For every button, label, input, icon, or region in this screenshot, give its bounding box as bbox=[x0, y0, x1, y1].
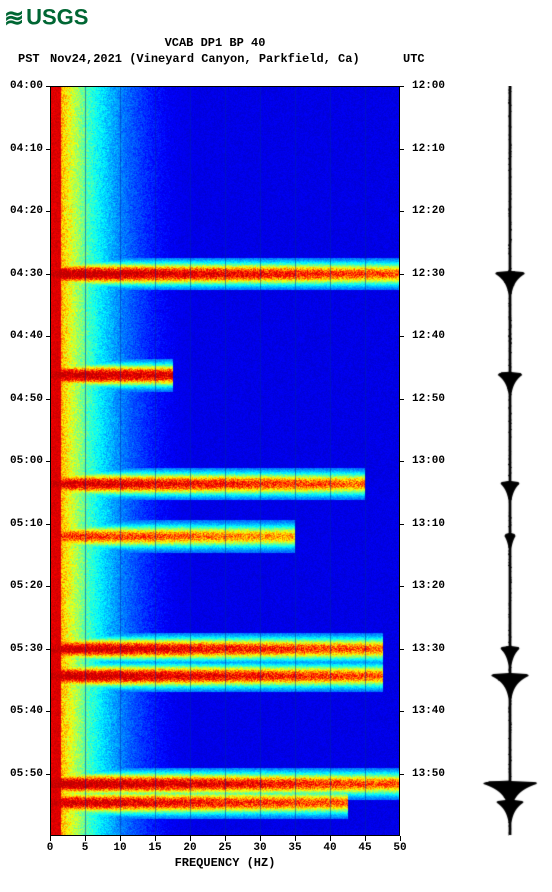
tick-mark bbox=[46, 86, 50, 87]
tick-mark bbox=[46, 711, 50, 712]
tick-mark bbox=[400, 149, 404, 150]
pst-tick-label: 05:00 bbox=[10, 455, 43, 467]
pst-tick-label: 05:10 bbox=[10, 518, 43, 530]
usgs-logo: ≋USGS bbox=[4, 4, 88, 33]
utc-tick-label: 12:50 bbox=[412, 393, 445, 405]
tick-mark bbox=[46, 149, 50, 150]
freq-tick-label: 50 bbox=[393, 842, 406, 854]
tick-mark bbox=[365, 836, 366, 841]
freq-tick-label: 0 bbox=[47, 842, 54, 854]
tick-mark bbox=[400, 461, 404, 462]
pst-tick-label: 04:50 bbox=[10, 393, 43, 405]
freq-tick-label: 20 bbox=[183, 842, 196, 854]
tick-mark bbox=[295, 836, 296, 841]
tick-mark bbox=[120, 836, 121, 841]
pst-tick-label: 04:40 bbox=[10, 330, 43, 342]
pst-tick-label: 04:00 bbox=[10, 80, 43, 92]
chart-title: VCAB DP1 BP 40 bbox=[0, 36, 430, 50]
utc-tick-label: 12:10 bbox=[412, 143, 445, 155]
utc-tick-label: 13:30 bbox=[412, 643, 445, 655]
tick-mark bbox=[190, 836, 191, 841]
seismogram-canvas bbox=[480, 86, 540, 836]
freq-tick-label: 45 bbox=[358, 842, 371, 854]
tick-mark bbox=[155, 836, 156, 841]
utc-tick-label: 13:20 bbox=[412, 580, 445, 592]
freq-tick-label: 25 bbox=[218, 842, 231, 854]
pst-tick-label: 04:30 bbox=[10, 268, 43, 280]
utc-tick-label: 12:00 bbox=[412, 80, 445, 92]
utc-tick-label: 12:20 bbox=[412, 205, 445, 217]
utc-tick-label: 12:40 bbox=[412, 330, 445, 342]
pst-tick-label: 05:40 bbox=[10, 705, 43, 717]
tick-mark bbox=[50, 836, 51, 841]
x-axis-label: FREQUENCY (HZ) bbox=[50, 856, 400, 870]
tick-mark bbox=[46, 586, 50, 587]
tick-mark bbox=[400, 836, 401, 841]
tick-mark bbox=[85, 836, 86, 841]
utc-tick-label: 13:40 bbox=[412, 705, 445, 717]
pst-label: PST bbox=[18, 52, 40, 66]
tick-mark bbox=[46, 399, 50, 400]
spectrogram-area bbox=[50, 86, 400, 836]
utc-label: UTC bbox=[403, 52, 425, 66]
utc-tick-label: 13:00 bbox=[412, 455, 445, 467]
tick-mark bbox=[46, 524, 50, 525]
freq-tick-label: 30 bbox=[253, 842, 266, 854]
tick-mark bbox=[330, 836, 331, 841]
tick-mark bbox=[46, 211, 50, 212]
tick-mark bbox=[225, 836, 226, 841]
tick-mark bbox=[46, 336, 50, 337]
tick-mark bbox=[400, 336, 404, 337]
tick-mark bbox=[400, 711, 404, 712]
tick-mark bbox=[260, 836, 261, 841]
tick-mark bbox=[400, 774, 404, 775]
utc-tick-label: 13:50 bbox=[412, 768, 445, 780]
pst-tick-label: 04:10 bbox=[10, 143, 43, 155]
freq-tick-label: 40 bbox=[323, 842, 336, 854]
pst-tick-label: 05:50 bbox=[10, 768, 43, 780]
freq-tick-label: 15 bbox=[148, 842, 161, 854]
tick-mark bbox=[46, 774, 50, 775]
tick-mark bbox=[400, 586, 404, 587]
freq-tick-label: 5 bbox=[82, 842, 89, 854]
utc-tick-label: 12:30 bbox=[412, 268, 445, 280]
tick-mark bbox=[400, 399, 404, 400]
date-label: Nov24,2021 (Vineyard Canyon, Parkfield, … bbox=[50, 52, 360, 66]
tick-mark bbox=[400, 649, 404, 650]
freq-tick-label: 35 bbox=[288, 842, 301, 854]
tick-mark bbox=[400, 274, 404, 275]
pst-tick-label: 05:20 bbox=[10, 580, 43, 592]
tick-mark bbox=[46, 649, 50, 650]
freq-tick-label: 10 bbox=[113, 842, 126, 854]
tick-mark bbox=[46, 461, 50, 462]
seismogram-area bbox=[480, 86, 540, 836]
pst-tick-label: 04:20 bbox=[10, 205, 43, 217]
tick-mark bbox=[400, 211, 404, 212]
pst-tick-label: 05:30 bbox=[10, 643, 43, 655]
tick-mark bbox=[400, 86, 404, 87]
wave-icon: ≋ bbox=[4, 4, 24, 33]
utc-tick-label: 13:10 bbox=[412, 518, 445, 530]
logo-text: USGS bbox=[26, 4, 88, 29]
spectrogram-canvas bbox=[50, 86, 400, 836]
tick-mark bbox=[46, 274, 50, 275]
tick-mark bbox=[400, 524, 404, 525]
